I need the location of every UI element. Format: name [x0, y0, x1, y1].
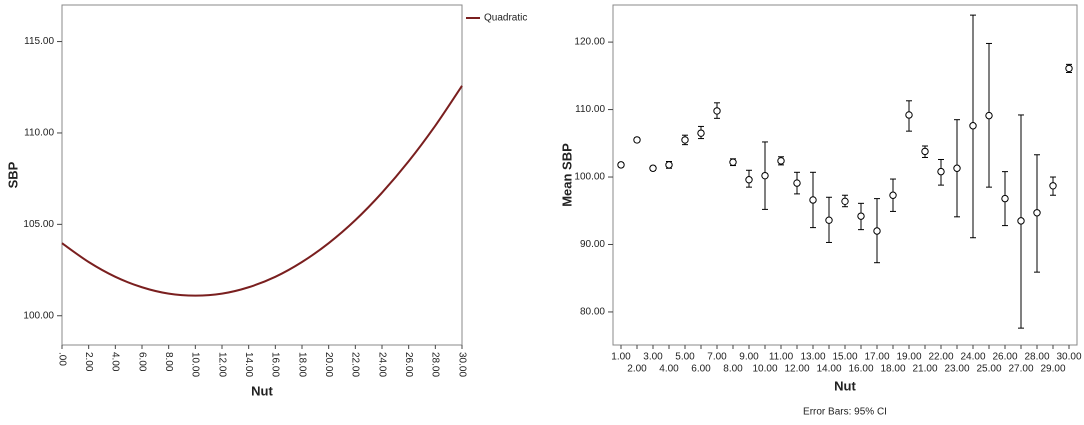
legend-label: Quadratic	[484, 13, 527, 24]
mean-point	[761, 171, 769, 180]
x-tick-label: 7.00	[707, 352, 727, 363]
mean-point	[1017, 217, 1025, 225]
x-tick-label: 24.00	[376, 352, 387, 377]
mean-point	[905, 111, 913, 119]
x-tick-label: 11.00	[769, 352, 794, 363]
x-axis-title: Nut	[834, 378, 856, 393]
y-tick-label: 90.00	[580, 239, 605, 250]
x-tick-label: 26.00	[992, 352, 1017, 363]
y-tick-label: 105.00	[23, 219, 54, 230]
x-tick-label: 14.00	[243, 352, 254, 377]
y-tick-label: 80.00	[580, 307, 605, 318]
mean-point	[729, 158, 737, 166]
x-tick-label: 13.00	[800, 352, 825, 363]
y-tick-label: 100.00	[23, 310, 54, 321]
mean-point	[937, 167, 945, 176]
x-tick-label: 5.00	[675, 352, 695, 363]
x-tick-label: 25.00	[976, 364, 1001, 375]
x-tick-label: 18.00	[296, 352, 307, 377]
x-tick-label: 6.00	[136, 352, 147, 372]
plot-area	[61, 4, 463, 346]
mean-point	[681, 136, 689, 144]
x-tick-label: 28.00	[1024, 352, 1049, 363]
mean-point	[1001, 194, 1009, 203]
mean-point	[793, 179, 801, 187]
x-tick-label: 10.00	[190, 352, 201, 377]
mean-point	[873, 227, 881, 235]
mean-point	[809, 196, 817, 204]
x-tick-label: 12.00	[216, 352, 227, 377]
x-tick-label: 29.00	[1040, 364, 1065, 375]
mean-point	[1065, 64, 1073, 73]
mean-point	[921, 147, 929, 156]
x-tick-label: 10.00	[752, 364, 777, 375]
x-tick-label: 4.00	[659, 364, 679, 375]
x-tick-label: 26.00	[403, 352, 414, 377]
x-tick-label: 4.00	[110, 352, 121, 372]
y-axis-title: SBP	[5, 161, 20, 188]
mean-point	[889, 191, 897, 199]
x-tick-label: 12.00	[784, 364, 809, 375]
mean-point	[1049, 182, 1057, 190]
mean-point	[825, 216, 833, 224]
x-tick-label: 28.00	[430, 352, 441, 377]
mean-point	[617, 161, 625, 169]
x-tick-label: 8.00	[723, 364, 743, 375]
mean-point	[713, 107, 721, 115]
x-tick-label: 24.00	[960, 352, 985, 363]
x-tick-label: 27.00	[1008, 364, 1033, 375]
x-tick-label: 23.00	[944, 364, 969, 375]
x-tick-label: 3.00	[643, 352, 663, 363]
x-axis-title: Nut	[251, 383, 273, 398]
x-tick-label: 16.00	[270, 352, 281, 377]
mean-point	[953, 164, 961, 172]
x-tick-label: 14.00	[816, 364, 841, 375]
x-tick-label: 17.00	[864, 352, 889, 363]
x-tick-label: 19.00	[896, 352, 921, 363]
x-tick-label: 9.00	[739, 352, 759, 363]
mean-point	[1033, 209, 1041, 217]
y-tick-label: 115.00	[24, 36, 54, 47]
x-tick-label: 8.00	[163, 352, 174, 372]
mean-point	[649, 164, 657, 172]
x-tick-label: 2.00	[83, 352, 94, 372]
y-axis-title: Mean SBP	[559, 143, 574, 207]
mean-point	[745, 176, 753, 184]
y-tick-label: 110.00	[24, 128, 54, 139]
fit-line	[61, 85, 463, 297]
x-tick-label: 18.00	[880, 364, 905, 375]
x-tick-label: 22.00	[350, 352, 361, 377]
y-tick-label: 110.00	[575, 104, 605, 115]
mean-point	[985, 111, 993, 120]
footnote: Error Bars: 95% CI	[803, 407, 887, 418]
mean-point	[777, 157, 785, 165]
x-tick-label: 20.00	[323, 352, 334, 377]
y-tick-label: 100.00	[574, 172, 605, 183]
mean-point	[697, 129, 705, 137]
mean-point	[857, 212, 865, 220]
mean-point	[841, 197, 849, 206]
plot-area	[612, 4, 1078, 346]
mean-point	[969, 122, 977, 130]
x-tick-label: 16.00	[848, 364, 873, 375]
x-tick-label: .00	[56, 352, 67, 366]
x-tick-label: 22.00	[928, 352, 953, 363]
x-tick-label: 15.00	[832, 352, 857, 363]
x-tick-label: 1.00	[611, 352, 631, 363]
x-tick-label: 30.00	[456, 352, 467, 377]
x-tick-label: 21.00	[912, 364, 937, 375]
x-tick-label: 30.00	[1056, 352, 1081, 363]
mean-point	[633, 136, 641, 144]
mean-point	[665, 161, 673, 169]
x-tick-label: 2.00	[627, 364, 647, 375]
y-tick-label: 120.00	[574, 37, 605, 48]
x-tick-label: 6.00	[691, 364, 711, 375]
